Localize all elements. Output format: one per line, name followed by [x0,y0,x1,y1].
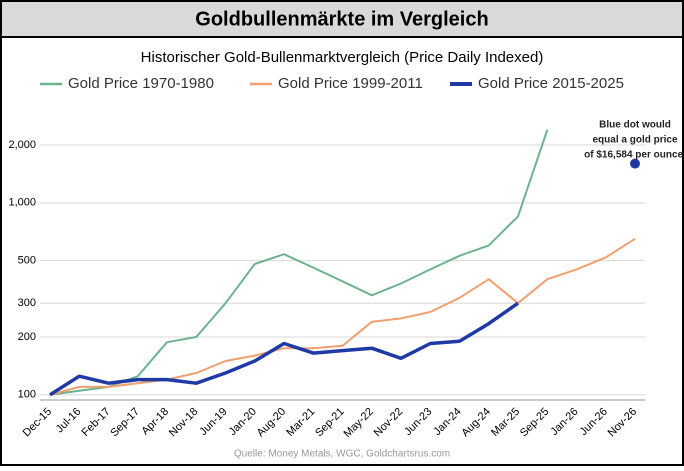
legend-label: Gold Price 2015-2025 [478,75,624,92]
chart-title: Goldbullenmärkte im Vergleich [195,8,488,30]
legend-label: Gold Price 1970-1980 [68,75,214,92]
legend-label: Gold Price 1999-2011 [278,75,423,92]
marker-dot [630,158,640,169]
source: Quelle: Money Metals, WGC, Goldchartsrus… [234,449,450,460]
y-tick-label: 200 [18,331,36,343]
y-tick-label: 300 [18,297,36,309]
y-tick-label: 2,000 [8,139,36,151]
annotation: Blue dot would [599,120,671,131]
annotation: equal a gold price [592,135,677,146]
chart-subtitle: Historischer Gold-Bullenmarktvergleich (… [141,49,544,66]
annotation: of $16,584 per ounce. [584,150,684,161]
y-tick-label: 500 [18,255,36,267]
series-line [49,301,520,397]
title-banner [0,0,684,38]
series-line [49,237,636,396]
series-line [49,129,549,396]
y-tick-label: 1,000 [8,197,36,209]
y-tick-label: 100 [18,389,36,401]
